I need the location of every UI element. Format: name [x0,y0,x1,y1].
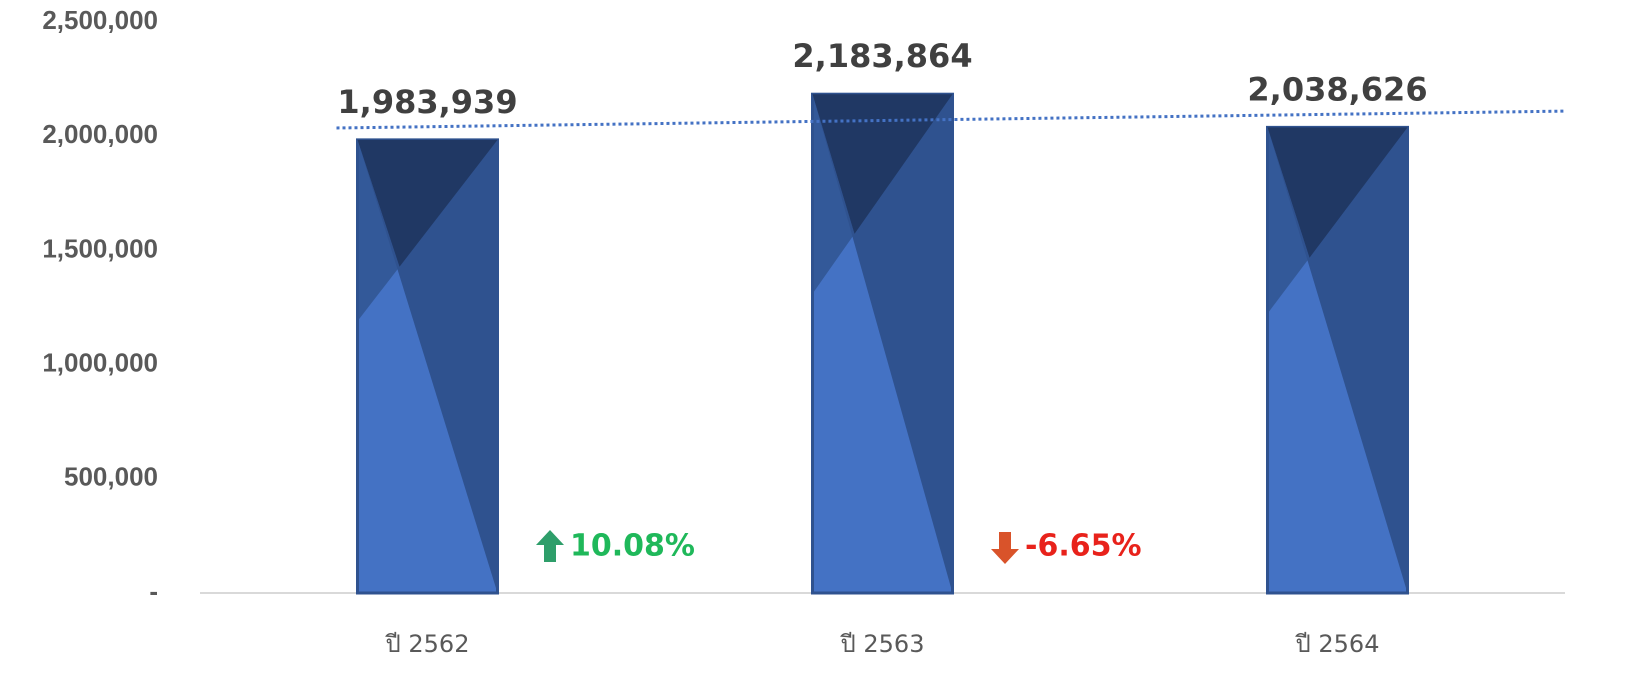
change-arrow [991,532,1019,564]
value-label: 2,038,626 [1247,70,1427,108]
bar-shade [812,94,855,294]
bar-shade [1267,127,1310,314]
x-tick-label: ปี 2562 [384,630,469,658]
bar-shade [357,139,400,322]
change-label: 10.08% [570,529,695,564]
bar-shade [1267,127,1408,594]
bar-shade [812,94,953,234]
bar-shade [812,94,953,594]
value-label: 2,183,864 [792,37,972,75]
bar-shade [1267,127,1408,258]
x-tick-label: ปี 2563 [839,630,924,658]
x-tick-label: ปี 2564 [1294,630,1379,658]
value-label: 1,983,939 [337,83,517,121]
y-tick-label: 500,000 [64,462,158,492]
y-tick-label: 2,500,000 [42,5,158,35]
change-label: -6.65% [1025,529,1142,564]
y-tick-label: 1,000,000 [42,347,158,377]
y-tick-label: 2,000,000 [42,119,158,149]
bar-shade [357,139,498,267]
trendline [336,109,1566,130]
y-tick-label: 1,500,000 [42,233,158,263]
change-arrow [536,530,564,562]
y-tick-label: - [149,576,158,606]
